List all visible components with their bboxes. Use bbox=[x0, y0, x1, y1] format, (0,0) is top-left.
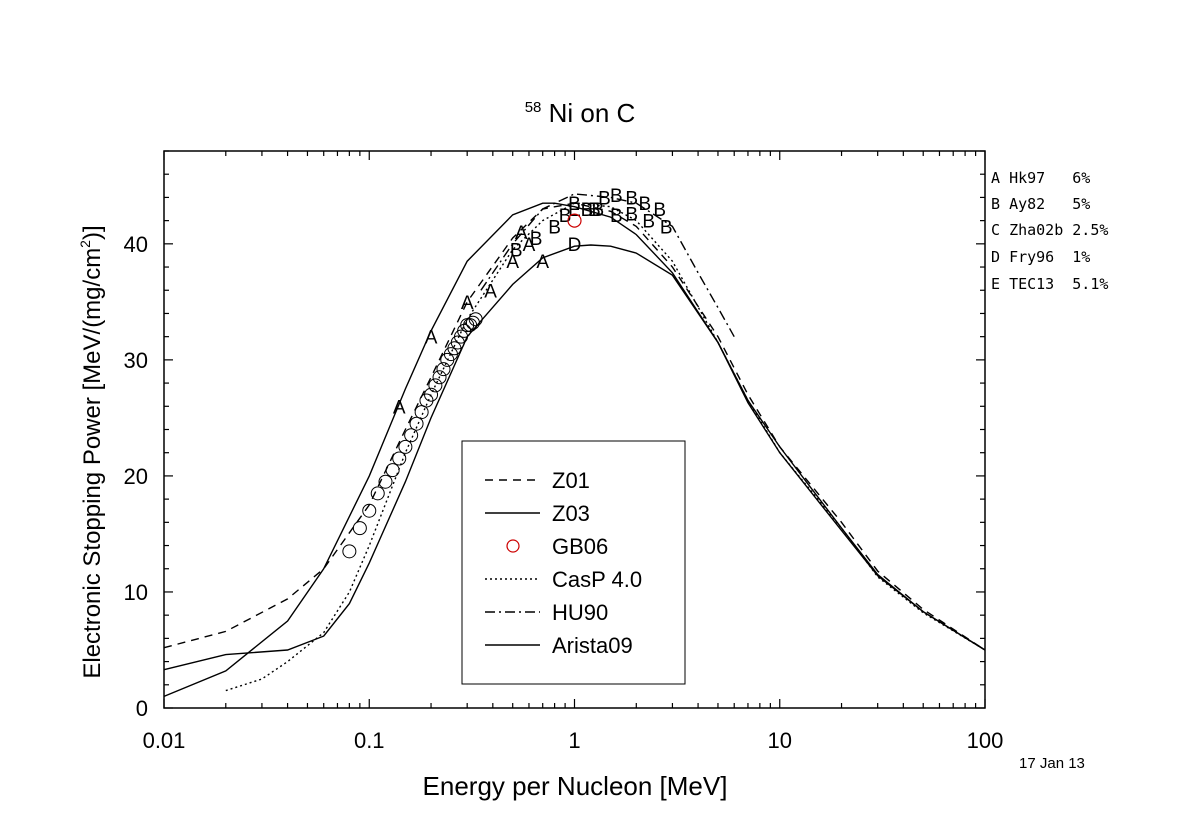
data-point-B: B bbox=[642, 212, 655, 233]
y-tick-label: 30 bbox=[124, 348, 148, 373]
data-point-E: E bbox=[568, 200, 581, 221]
data-point-C bbox=[432, 370, 447, 385]
y-axis-label-sup: 2 bbox=[77, 240, 93, 248]
data-point-C bbox=[428, 378, 443, 393]
y-tick-label: 40 bbox=[124, 232, 148, 257]
data-point-A: A bbox=[461, 293, 474, 314]
data-point-C bbox=[463, 318, 478, 333]
reference-C: C Zha02b 2.5% bbox=[991, 223, 1108, 238]
y-axis-label-end: )] bbox=[79, 225, 106, 240]
legend-label: HU90 bbox=[552, 600, 608, 625]
data-point-B: B bbox=[548, 217, 561, 238]
series-hu90 bbox=[480, 193, 735, 338]
reference-text-D: Fry96 1% bbox=[1009, 248, 1091, 266]
data-point-B: B bbox=[592, 200, 605, 221]
data-point-B: B bbox=[588, 200, 601, 221]
legend-label: GB06 bbox=[552, 534, 608, 559]
x-axis-label: Energy per Nucleon [MeV] bbox=[423, 771, 728, 801]
data-point-B: B bbox=[510, 241, 523, 262]
reference-text-A: Hk97 6% bbox=[1009, 169, 1091, 187]
y-axis-label: Electronic Stopping Power [MeV/(mg/cm2)] bbox=[77, 225, 106, 678]
data-point-A: A bbox=[484, 281, 497, 302]
reference-letter-C: C bbox=[991, 221, 1001, 239]
legend-label: CasP 4.0 bbox=[552, 567, 642, 592]
reference-B: B Ay82 5% bbox=[991, 197, 1090, 212]
y-tick-label: 10 bbox=[124, 580, 148, 605]
data-point-C bbox=[342, 544, 357, 559]
data-point-C bbox=[378, 474, 393, 489]
legend-label: Arista09 bbox=[552, 633, 633, 658]
x-tick-label: 10 bbox=[768, 728, 792, 753]
data-point-B: B bbox=[660, 217, 673, 238]
series-arista09 bbox=[163, 244, 986, 671]
y-tick-label: 20 bbox=[124, 464, 148, 489]
data-point-D: D bbox=[568, 235, 582, 256]
legend-marker-gb06 bbox=[506, 539, 520, 553]
data-point-A: A bbox=[506, 252, 519, 273]
data-point-B: B bbox=[530, 229, 543, 250]
reference-text-B: Ay82 5% bbox=[1009, 195, 1091, 213]
legend-label: Z01 bbox=[552, 468, 590, 493]
data-point-A: A bbox=[425, 328, 438, 349]
legend-label: Z03 bbox=[552, 501, 590, 526]
series-z03 bbox=[163, 202, 986, 698]
reference-letter-D: D bbox=[991, 248, 1001, 266]
data-point-C bbox=[385, 463, 400, 478]
y-tick-labels: 0 10 20 30 40 bbox=[124, 232, 148, 721]
x-tick-label: 0.01 bbox=[143, 728, 186, 753]
data-point-C bbox=[362, 503, 377, 518]
data-point-C bbox=[465, 315, 480, 330]
data-point-B: B bbox=[638, 194, 651, 215]
data-point-B: B bbox=[625, 205, 638, 226]
y-tick-label: 0 bbox=[136, 696, 148, 721]
y-axis-label-main: Electronic Stopping Power [MeV/(mg/cm bbox=[79, 248, 106, 679]
data-point-B: B bbox=[625, 188, 638, 209]
x-tick-labels: 0.01 0.1 1 10 100 bbox=[143, 728, 1004, 753]
data-curves bbox=[163, 193, 986, 698]
reference-D: D Fry96 1% bbox=[991, 250, 1090, 265]
data-point-A: A bbox=[393, 397, 406, 418]
legend: Z01 Z03 GB06 CasP 4.0 HU90 Arista09 bbox=[461, 440, 686, 685]
title-superscript: 58 bbox=[525, 99, 542, 116]
data-point-A: A bbox=[536, 252, 549, 273]
title-text: Ni on C bbox=[549, 98, 636, 128]
data-point-C bbox=[398, 439, 413, 454]
data-point-C bbox=[392, 451, 407, 466]
data-point-C bbox=[436, 362, 451, 377]
reference-E: E TEC13 5.1% bbox=[991, 277, 1108, 292]
chart-title: 58 Ni on C bbox=[525, 88, 636, 128]
data-point-C bbox=[370, 486, 385, 501]
data-point-C bbox=[409, 416, 424, 431]
data-point-B: B bbox=[581, 200, 594, 221]
legend-box bbox=[461, 440, 686, 685]
date-stamp: 17 Jan 13 bbox=[1019, 755, 1085, 772]
data-point-C bbox=[414, 405, 429, 420]
x-tick-label: 0.1 bbox=[354, 728, 385, 753]
data-point-C bbox=[468, 312, 483, 327]
reference-letter-B: B bbox=[991, 195, 1001, 213]
plot-frame bbox=[163, 150, 986, 709]
data-point-B: B bbox=[653, 200, 666, 221]
data-point-B: B bbox=[610, 206, 623, 227]
data-point-A: A bbox=[515, 223, 528, 244]
reference-text-E: TEC13 5.1% bbox=[1009, 275, 1109, 293]
x-tick-label: 100 bbox=[967, 728, 1004, 753]
reference-text-C: Zha02b 2.5% bbox=[1009, 221, 1109, 239]
data-point-C bbox=[404, 428, 419, 443]
x-tick-label: 1 bbox=[568, 728, 580, 753]
data-point-B: B bbox=[610, 186, 623, 207]
data-point-C bbox=[424, 387, 439, 402]
reference-A: A Hk97 6% bbox=[991, 171, 1090, 186]
data-point-C bbox=[352, 521, 367, 536]
data-point-B: B bbox=[568, 194, 581, 215]
data-point-A: A bbox=[523, 235, 536, 256]
data-point-gb06 bbox=[567, 213, 582, 228]
reference-letter-E: E bbox=[991, 275, 1001, 293]
reference-letter-A: A bbox=[991, 169, 1001, 187]
data-point-B: B bbox=[598, 188, 611, 209]
